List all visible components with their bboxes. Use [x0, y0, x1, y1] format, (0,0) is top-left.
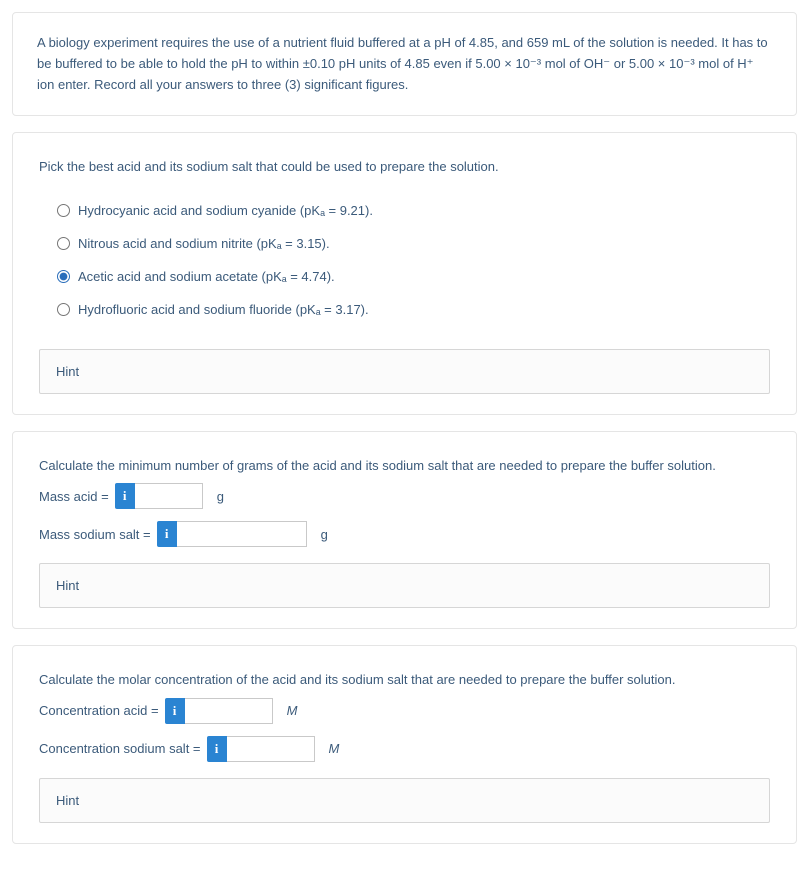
conc-salt-input[interactable]	[227, 736, 315, 762]
question-2-prompt: Calculate the minimum number of grams of…	[39, 456, 770, 476]
mass-salt-input[interactable]	[177, 521, 307, 547]
radio-row-acetic[interactable]: Acetic acid and sodium acetate (pKₐ = 4.…	[57, 269, 770, 284]
radio-acetic[interactable]	[57, 270, 70, 283]
intro-card: A biology experiment requires the use of…	[12, 12, 797, 116]
hint-button-2[interactable]: Hint	[39, 563, 770, 608]
question-2-card: Calculate the minimum number of grams of…	[12, 431, 797, 630]
mass-acid-input[interactable]	[135, 483, 203, 509]
mass-salt-label: Mass sodium salt =	[39, 527, 151, 542]
unit-molar: M	[329, 741, 340, 756]
info-icon[interactable]: i	[157, 521, 177, 547]
hint-button-1[interactable]: Hint	[39, 349, 770, 394]
conc-salt-label: Concentration sodium salt =	[39, 741, 201, 756]
mass-acid-label: Mass acid =	[39, 489, 109, 504]
conc-salt-row: Concentration sodium salt = i M	[39, 736, 770, 762]
question-1-prompt: Pick the best acid and its sodium salt t…	[39, 157, 770, 177]
conc-acid-row: Concentration acid = i M	[39, 698, 770, 724]
radio-hydrocyanic[interactable]	[57, 204, 70, 217]
radio-label: Hydrofluoric acid and sodium fluoride (p…	[78, 302, 369, 317]
conc-acid-input[interactable]	[185, 698, 273, 724]
radio-hydrofluoric[interactable]	[57, 303, 70, 316]
radio-row-nitrous[interactable]: Nitrous acid and sodium nitrite (pKₐ = 3…	[57, 236, 770, 251]
question-1-card: Pick the best acid and its sodium salt t…	[12, 132, 797, 415]
info-icon[interactable]: i	[115, 483, 135, 509]
mass-salt-row: Mass sodium salt = i g	[39, 521, 770, 547]
intro-text: A biology experiment requires the use of…	[37, 33, 772, 95]
radio-label: Hydrocyanic acid and sodium cyanide (pKₐ…	[78, 203, 373, 218]
info-icon[interactable]: i	[165, 698, 185, 724]
radio-label: Acetic acid and sodium acetate (pKₐ = 4.…	[78, 269, 335, 284]
info-icon[interactable]: i	[207, 736, 227, 762]
mass-acid-row: Mass acid = i g	[39, 483, 770, 509]
radio-group: Hydrocyanic acid and sodium cyanide (pKₐ…	[39, 203, 770, 317]
unit-gram: g	[321, 527, 328, 542]
conc-acid-label: Concentration acid =	[39, 703, 159, 718]
unit-molar: M	[287, 703, 298, 718]
radio-row-hydrofluoric[interactable]: Hydrofluoric acid and sodium fluoride (p…	[57, 302, 770, 317]
question-3-prompt: Calculate the molar concentration of the…	[39, 670, 770, 690]
hint-button-3[interactable]: Hint	[39, 778, 770, 823]
radio-label: Nitrous acid and sodium nitrite (pKₐ = 3…	[78, 236, 330, 251]
radio-row-hydrocyanic[interactable]: Hydrocyanic acid and sodium cyanide (pKₐ…	[57, 203, 770, 218]
unit-gram: g	[217, 489, 224, 504]
radio-nitrous[interactable]	[57, 237, 70, 250]
question-3-card: Calculate the molar concentration of the…	[12, 645, 797, 844]
